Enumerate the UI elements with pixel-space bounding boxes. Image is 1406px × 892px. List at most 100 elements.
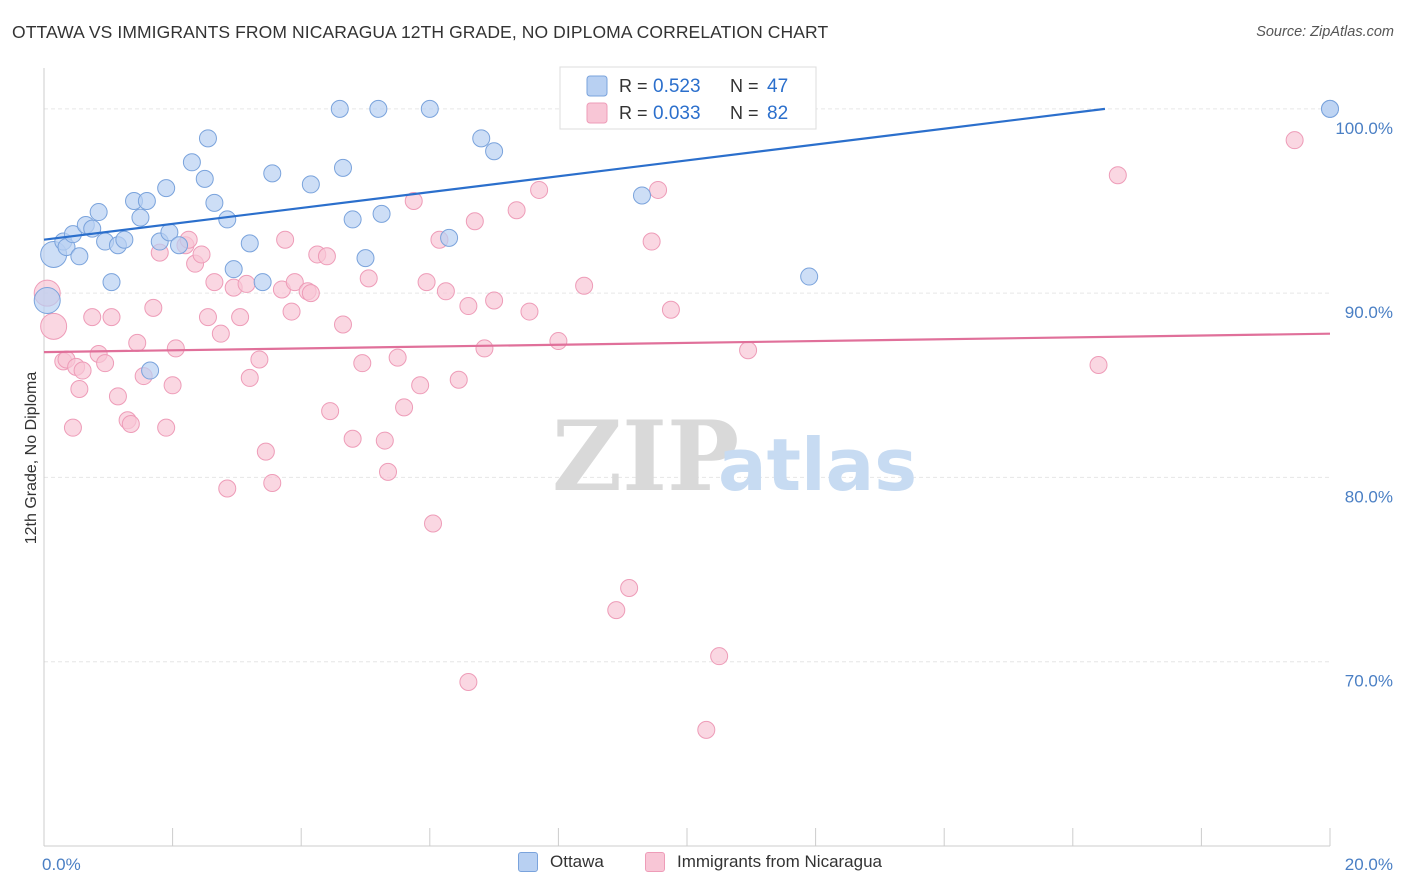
chart-source: Source: ZipAtlas.com <box>1256 24 1394 40</box>
nicaragua-point <box>250 350 269 369</box>
nicaragua-point <box>321 402 340 421</box>
ottawa-point <box>218 210 237 229</box>
nicaragua-point <box>449 370 468 389</box>
nicaragua-point <box>231 308 250 327</box>
nicaragua-point <box>218 479 237 498</box>
series-nicaragua-points <box>33 131 1304 739</box>
ottawa-point <box>240 234 259 253</box>
nicaragua-point <box>73 361 92 380</box>
nicaragua-point <box>1285 131 1304 150</box>
nicaragua-point <box>661 300 680 319</box>
y-axis-title: 12th Grade, No Diploma <box>23 372 40 545</box>
legend-swatch-nicaragua <box>645 852 665 872</box>
ottawa-point <box>330 99 349 118</box>
nicaragua-point <box>607 601 626 620</box>
nicaragua-point <box>1089 356 1108 375</box>
legend-top-n-label-ottawa: N = <box>730 76 759 96</box>
axes <box>43 68 1331 847</box>
ottawa-point <box>800 267 819 286</box>
nicaragua-point <box>575 276 594 295</box>
nicaragua-point <box>276 230 295 249</box>
nicaragua-point <box>359 269 378 288</box>
ottawa-point <box>333 158 352 177</box>
ottawa-point <box>157 179 176 198</box>
nicaragua-point <box>459 297 478 316</box>
nicaragua-point <box>417 273 436 292</box>
nicaragua-trend-line <box>43 332 1331 354</box>
nicaragua-point <box>333 315 352 334</box>
nicaragua-point <box>40 312 68 340</box>
legend-top-n-label-nicaragua: N = <box>730 103 759 123</box>
ottawa-point <box>141 361 160 380</box>
nicaragua-point <box>128 333 147 352</box>
nicaragua-point <box>459 672 478 691</box>
legend-item-ottawa[interactable]: Ottawa <box>518 852 604 872</box>
ottawa-point <box>115 230 134 249</box>
legend-top-r-label-ottawa: R = <box>619 76 648 96</box>
ottawa-point <box>356 249 375 268</box>
nicaragua-point <box>379 462 398 481</box>
y-tick-label: 100.0% <box>1335 119 1393 138</box>
legend-bottom: Ottawa Immigrants from Nicaragua <box>0 852 1406 876</box>
grid-lines <box>44 108 1330 663</box>
nicaragua-point <box>108 387 127 406</box>
nicaragua-point <box>697 720 716 739</box>
nicaragua-point <box>395 398 414 417</box>
legend-item-nicaragua[interactable]: Immigrants from Nicaragua <box>645 852 882 872</box>
nicaragua-point <box>166 339 185 358</box>
y-tick-labels: 70.0% 80.0% 90.0% 100.0% <box>1335 119 1393 691</box>
nicaragua-point <box>620 579 639 597</box>
nicaragua-point <box>485 291 504 310</box>
nicaragua-point <box>63 418 82 437</box>
legend-top-r-label-nicaragua: R = <box>619 103 648 123</box>
nicaragua-point <box>192 245 211 264</box>
legend-label-ottawa: Ottawa <box>550 852 604 871</box>
nicaragua-point <box>375 431 394 450</box>
nicaragua-point <box>301 284 320 303</box>
nicaragua-point <box>83 308 102 327</box>
nicaragua-point <box>1108 166 1127 185</box>
legend-top-r-value-nicaragua: 0.033 <box>653 103 701 124</box>
legend-top-n-value-nicaragua: 82 <box>767 103 788 124</box>
nicaragua-point <box>263 473 282 492</box>
nicaragua-point <box>163 376 182 395</box>
ottawa-point <box>440 228 459 247</box>
nicaragua-point <box>649 180 668 199</box>
ottawa-point <box>198 129 217 148</box>
ottawa-point <box>131 208 150 227</box>
ottawa-point <box>182 153 201 172</box>
nicaragua-point <box>205 273 224 292</box>
nicaragua-point <box>520 302 539 321</box>
legend-swatch-ottawa <box>518 852 538 872</box>
ottawa-point <box>89 203 108 222</box>
ottawa-point <box>372 204 391 223</box>
ottawa-point <box>70 247 89 266</box>
legend-top-swatch-ottawa <box>586 75 608 97</box>
nicaragua-point <box>388 348 407 367</box>
ottawa-point <box>195 169 214 188</box>
nicaragua-point <box>240 368 259 387</box>
x-tick-label: 20.0% <box>1345 855 1393 874</box>
nicaragua-point <box>343 429 362 448</box>
nicaragua-point <box>475 339 494 358</box>
ottawa-point <box>102 273 121 292</box>
y-tick-label: 80.0% <box>1345 487 1393 506</box>
nicaragua-point <box>157 418 176 437</box>
nicaragua-point <box>211 324 230 343</box>
ottawa-point <box>485 142 504 161</box>
ottawa-point <box>170 236 189 255</box>
ottawa-point <box>343 210 362 229</box>
nicaragua-point <box>549 332 568 351</box>
legend-top-n-value-ottawa: 47 <box>767 76 788 97</box>
nicaragua-point <box>642 232 661 251</box>
nicaragua-point <box>507 201 526 220</box>
nicaragua-point <box>144 298 163 317</box>
ottawa-point <box>420 99 439 118</box>
watermark-zip: ZIP <box>552 400 739 513</box>
nicaragua-point <box>530 180 549 199</box>
nicaragua-point <box>739 341 758 360</box>
nicaragua-point <box>424 514 443 533</box>
ottawa-point <box>632 186 651 205</box>
nicaragua-point <box>285 273 304 292</box>
nicaragua-point <box>282 302 301 321</box>
